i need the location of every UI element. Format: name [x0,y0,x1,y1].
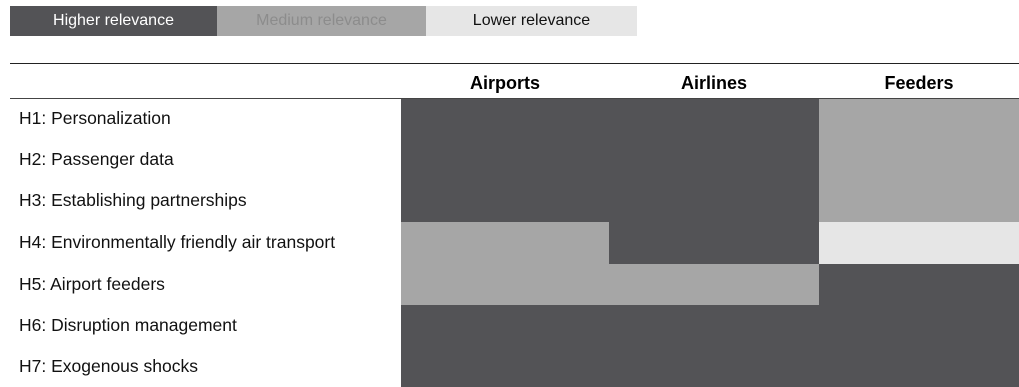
row-label-h6: H6: Disruption management [19,315,237,335]
heatmap-cell-h2-airlines [609,139,819,180]
row-label-h2: H2: Passenger data [19,149,174,169]
heatmap-cell-h3-airlines [609,180,819,222]
legend-item-medium-relevance: Medium relevance [217,6,426,36]
heatmap-cell-h1-feeders [819,99,1019,139]
row-label-h1: H1: Personalization [19,108,171,128]
heatmap-cell-h5-feeders [819,264,1019,305]
heatmap-cell-h5-airlines [609,264,819,305]
heatmap-cell-h6-airports [401,305,609,346]
table-top-rule [10,63,1019,64]
legend-item-higher-relevance: Higher relevance [10,6,217,36]
heatmap-cell-h4-feeders [819,222,1019,264]
heatmap-cell-h3-feeders [819,180,1019,222]
heatmap-cell-h5-airports [401,264,609,305]
legend: Higher relevance Medium relevance Lower … [10,6,637,36]
row-label-h5: H5: Airport feeders [19,274,165,294]
heatmap-cell-h1-airlines [609,99,819,139]
heatmap-cell-h7-airports [401,346,609,387]
heatmap-cell-h3-airports [401,180,609,222]
heatmap-cell-h7-airlines [609,346,819,387]
heatmap-cell-h4-airports [401,222,609,264]
heatmap-cell-h6-feeders [819,305,1019,346]
row-label-h4: H4: Environmentally friendly air transpo… [19,232,336,252]
heatmap-cell-h4-airlines [609,222,819,264]
row-label-h3: H3: Establishing partnerships [19,190,247,210]
heatmap-cell-h1-airports [401,99,609,139]
heatmap-cell-h2-feeders [819,139,1019,180]
column-header-feeders: Feeders [884,72,954,93]
column-header-airports: Airports [469,72,540,93]
column-header-airlines: Airlines [680,72,748,93]
header-rule [10,98,1019,99]
heatmap-cell-h6-airlines [609,305,819,346]
heatmap-cell-h7-feeders [819,346,1019,387]
legend-item-lower-relevance: Lower relevance [426,6,637,36]
heatmap-cell-h2-airports [401,139,609,180]
row-label-h7: H7: Exogenous shocks [19,356,198,376]
